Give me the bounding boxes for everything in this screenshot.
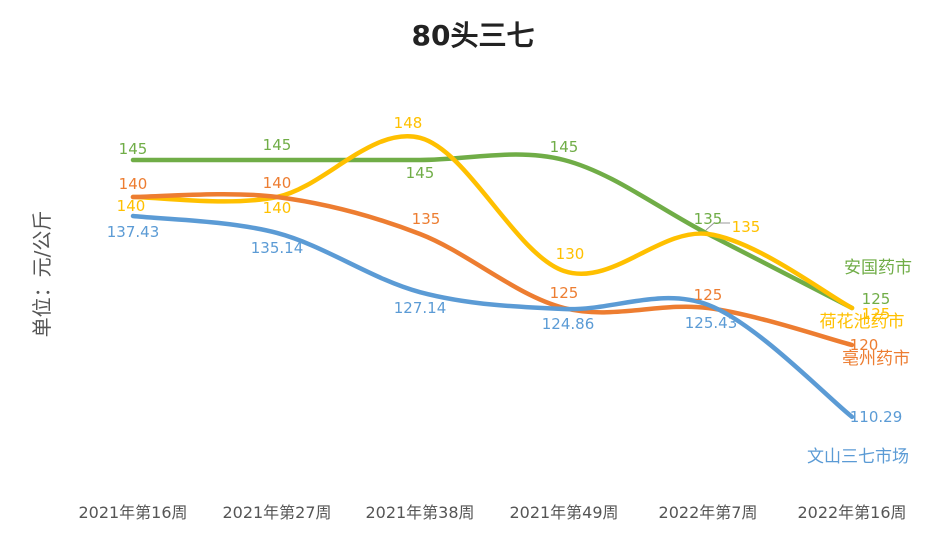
data-label: 110.29 — [850, 408, 903, 426]
data-label: 145 — [406, 164, 435, 182]
data-label: 135 — [412, 210, 441, 228]
x-tick-label: 2021年第16周 — [78, 503, 187, 522]
data-label: 120 — [850, 336, 879, 354]
data-label: 125 — [862, 290, 891, 308]
data-label: 125 — [694, 286, 723, 304]
data-label: 127.14 — [394, 299, 447, 317]
series-name-wenshan: 文山三七市场 — [807, 447, 909, 467]
x-tick-label: 2022年第16周 — [797, 503, 906, 522]
data-label: 148 — [394, 114, 423, 132]
x-tick-label: 2022年第7周 — [659, 503, 758, 522]
data-label: 124.86 — [542, 315, 595, 333]
leader-line — [705, 222, 730, 231]
data-label: 140 — [119, 175, 148, 193]
data-label: 145 — [550, 138, 579, 156]
data-label: 140 — [263, 199, 292, 217]
series-line-wenshan — [130, 213, 855, 420]
data-label: 125 — [862, 305, 891, 323]
chart-title: 80头三七 — [411, 19, 535, 52]
data-label: 130 — [556, 245, 585, 263]
data-label: 145 — [119, 140, 148, 158]
x-tick-label: 2021年第38周 — [365, 503, 474, 522]
data-label: 135 — [732, 218, 761, 236]
data-label: 125 — [550, 284, 579, 302]
series-name-bozhou: 亳州药市 — [842, 349, 910, 369]
series-name-hehuachi: 荷花池药市 — [820, 312, 905, 332]
series-name-anguo: 安国药市 — [844, 258, 912, 278]
data-label: 137.43 — [107, 223, 160, 241]
x-tick-label: 2021年第49周 — [509, 503, 618, 522]
series-line-hehuachi — [130, 133, 855, 311]
data-label: 140 — [263, 174, 292, 192]
data-label: 140 — [117, 197, 146, 215]
data-label: 125.43 — [685, 314, 738, 332]
x-tick-label: 2021年第27周 — [222, 503, 331, 522]
data-label: 135.14 — [251, 239, 304, 257]
data-label: 135 — [694, 210, 723, 228]
series-line-anguo — [130, 152, 855, 311]
data-label: 145 — [263, 136, 292, 154]
